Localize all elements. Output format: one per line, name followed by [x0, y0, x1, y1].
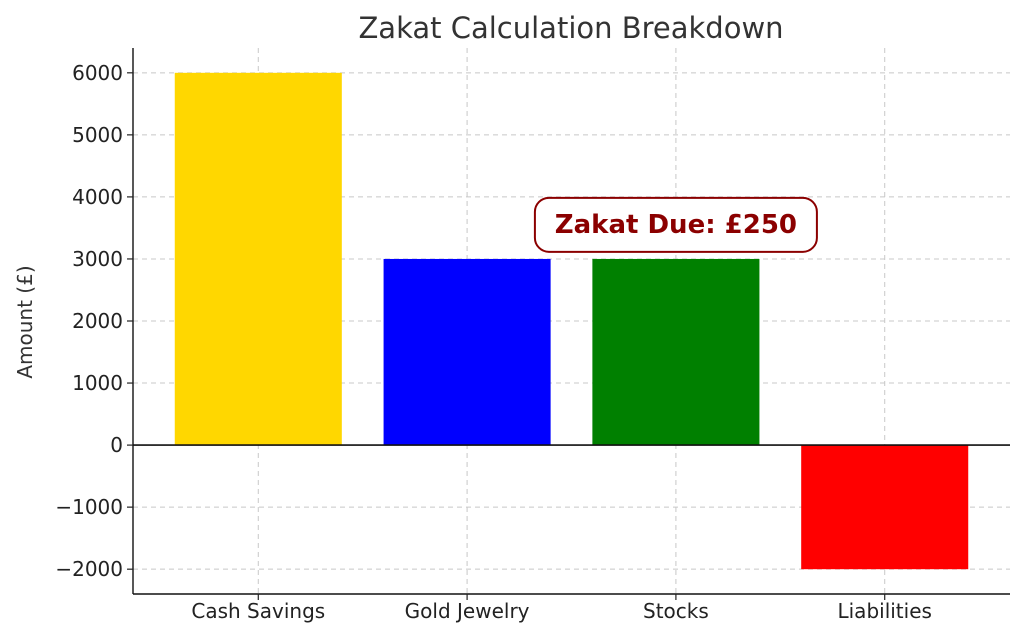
x-tick-label: Liabilities — [837, 599, 931, 623]
y-tick-labels: −2000 −1000 0 1000 2000 3000 4000 5000 6000 — [55, 61, 133, 581]
x-tick-label: Cash Savings — [191, 599, 325, 623]
y-tick-label: 2000 — [72, 309, 123, 333]
x-tick-labels: Cash Savings Gold Jewelry Stocks Liabilitie… — [191, 594, 932, 623]
zakat-due-annotation: Zakat Due: £250 — [533, 196, 818, 253]
x-tick-label: Gold Jewelry — [405, 599, 530, 623]
chart-title: Zakat Calculation Breakdown — [358, 11, 783, 45]
annotation-text: Zakat Due: £250 — [555, 210, 797, 240]
y-tick-label: 6000 — [72, 61, 123, 85]
y-tick-label: 5000 — [72, 123, 123, 147]
y-tick-label: 4000 — [72, 185, 123, 209]
y-tick-label: 3000 — [72, 247, 123, 271]
y-tick-label: −1000 — [55, 495, 123, 519]
y-tick-label: −2000 — [55, 557, 123, 581]
y-tick-label: 1000 — [72, 371, 123, 395]
bar-gold-jewelry — [383, 258, 551, 446]
x-tick-label: Stocks — [643, 599, 709, 623]
bar-liabilities — [801, 445, 969, 570]
bar-cash-savings — [174, 72, 342, 446]
bar-stocks — [592, 258, 760, 446]
bars — [174, 72, 969, 570]
y-tick-label: 0 — [110, 433, 123, 457]
annotation-box — [533, 196, 818, 253]
y-axis-label: Amount (£) — [13, 265, 37, 378]
